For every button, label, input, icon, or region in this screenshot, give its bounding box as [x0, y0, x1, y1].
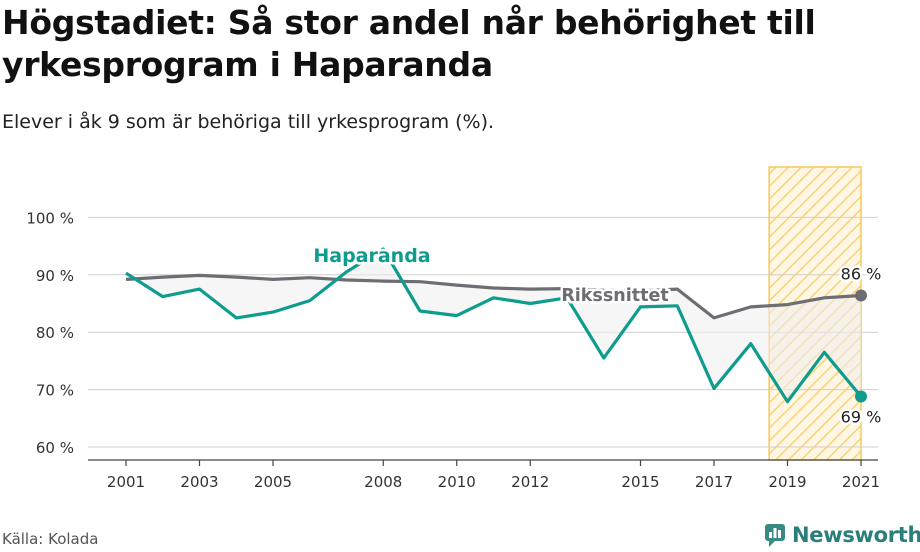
- x-tick-label: 2021: [842, 473, 880, 491]
- y-tick-label: 80 %: [36, 324, 74, 342]
- x-tick-label: 2017: [695, 473, 733, 491]
- brand-name: Newsworthy: [792, 523, 920, 547]
- brand-logo-group[interactable]: Newsworthy: [764, 520, 920, 550]
- chart-title: Högstadiet: Så stor andel når behörighet…: [2, 3, 816, 84]
- x-tick-label: 2008: [364, 473, 402, 491]
- x-tick-label: 2010: [438, 473, 476, 491]
- x-tick-label: 2005: [254, 473, 292, 491]
- y-tick-label: 70 %: [36, 382, 74, 400]
- line-chart: 60 % 70 % 80 % 90 % 100 % 2001 2003 2005 2008 20…: [26, 166, 882, 491]
- end-label-haparanda: 69 %: [841, 407, 882, 426]
- chart-subtitle: Elever i åk 9 som är behöriga till yrkes…: [2, 111, 495, 133]
- series-label-haparanda: Haparanda: [313, 245, 430, 267]
- x-tick-label: 2003: [180, 473, 218, 491]
- x-tick-label: 2015: [621, 473, 659, 491]
- x-tick-label: 2012: [511, 473, 549, 491]
- end-point-rikssnittet: [855, 289, 867, 302]
- series-label-rikssnittet-halo: Rikssnittet: [561, 286, 668, 306]
- series-line-haparanda: [125, 247, 863, 404]
- end-label-rikssnittet: 86 %: [841, 264, 882, 283]
- y-tick-label: 90 %: [36, 267, 74, 285]
- x-tick-label: 2019: [768, 473, 806, 491]
- end-label-haparanda-halo: 69 %: [841, 407, 882, 426]
- series-label-haparanda-halo: Haparanda: [313, 245, 430, 267]
- newsworthy-logo-icon: [765, 524, 785, 547]
- end-label-rikssnittet-halo: 86 %: [841, 264, 882, 283]
- y-tick-label: 60 %: [36, 439, 74, 457]
- gap-area: [126, 248, 861, 402]
- x-tick-label: 2001: [107, 473, 145, 491]
- y-tick-label: 100 %: [26, 209, 74, 227]
- end-point-haparanda: [855, 390, 867, 403]
- series-label-rikssnittet: Rikssnittet: [561, 286, 668, 306]
- source-note: Källa: Kolada: [2, 530, 99, 548]
- series-line-rikssnittet: [125, 273, 862, 320]
